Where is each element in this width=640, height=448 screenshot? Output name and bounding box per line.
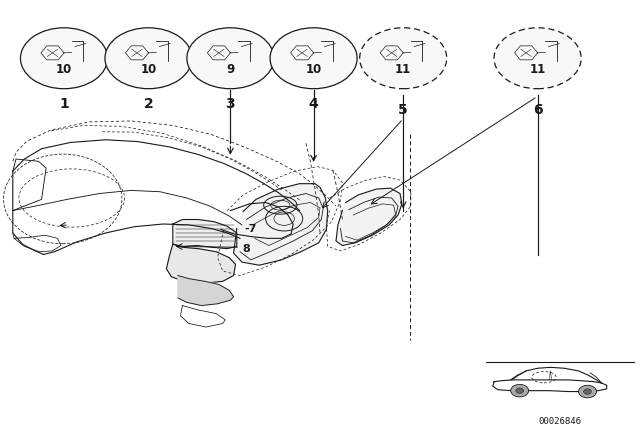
- Circle shape: [511, 384, 529, 397]
- Text: 00026846: 00026846: [538, 417, 582, 426]
- Circle shape: [494, 28, 581, 89]
- Circle shape: [105, 28, 192, 89]
- Polygon shape: [178, 276, 234, 306]
- Text: 11: 11: [395, 63, 412, 76]
- Text: 4: 4: [308, 97, 319, 111]
- Circle shape: [516, 388, 524, 393]
- Text: 3: 3: [225, 97, 236, 111]
- Text: 11: 11: [529, 63, 546, 76]
- Circle shape: [360, 28, 447, 89]
- Text: 8: 8: [242, 244, 250, 254]
- Text: 5: 5: [398, 103, 408, 117]
- Polygon shape: [234, 184, 328, 265]
- Polygon shape: [336, 188, 402, 246]
- Polygon shape: [173, 220, 237, 249]
- Text: 10: 10: [305, 63, 322, 76]
- Circle shape: [20, 28, 108, 89]
- Text: -7: -7: [244, 224, 257, 234]
- Circle shape: [584, 389, 591, 394]
- Text: 6: 6: [532, 103, 543, 117]
- Polygon shape: [166, 244, 236, 283]
- Text: 9: 9: [227, 63, 234, 76]
- Circle shape: [270, 28, 357, 89]
- Circle shape: [187, 28, 274, 89]
- Text: 10: 10: [56, 63, 72, 76]
- Text: 10: 10: [140, 63, 157, 76]
- Circle shape: [579, 385, 596, 398]
- Text: 2: 2: [143, 97, 154, 111]
- Text: 1: 1: [59, 97, 69, 111]
